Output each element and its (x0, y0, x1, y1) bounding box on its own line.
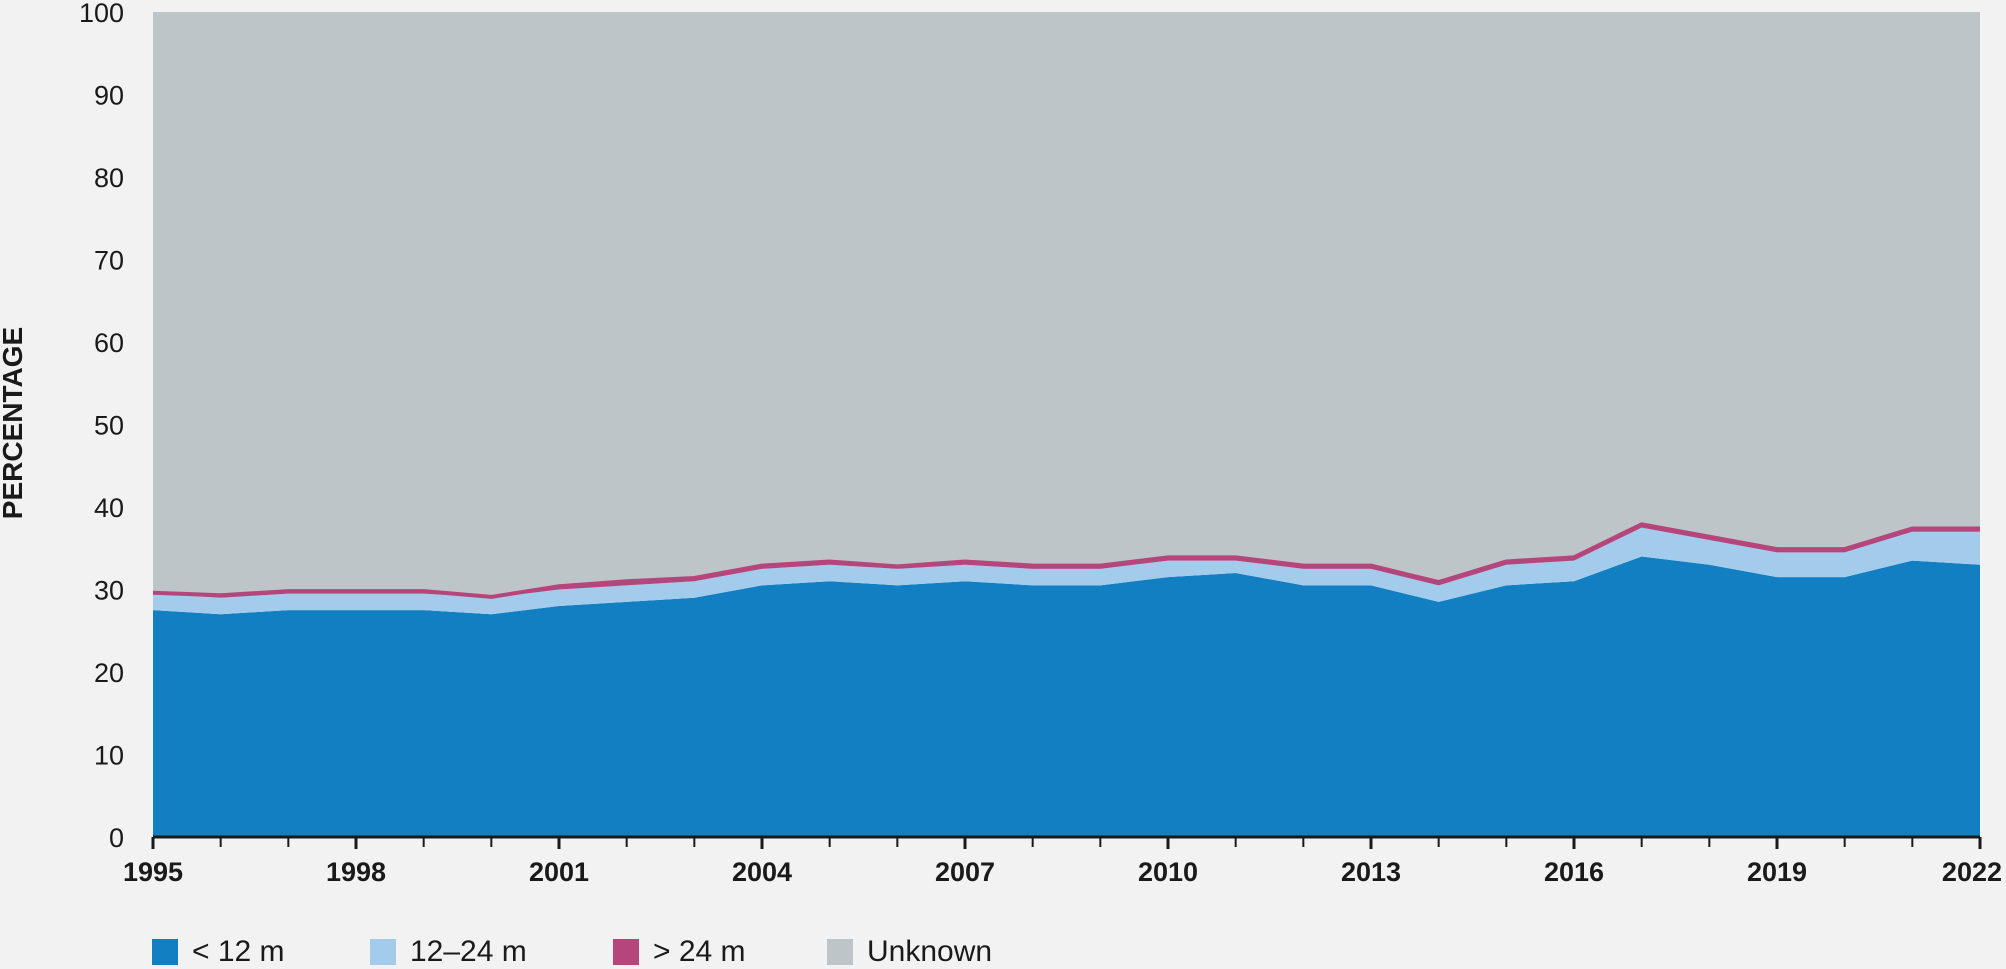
line-over-24m (152, 522, 1980, 599)
x-tick-label: 2001 (529, 857, 589, 887)
area-12-m (153, 556, 1980, 837)
y-tick-label: 60 (94, 328, 124, 358)
area-12-24-m (153, 527, 1980, 615)
legend-label: > 24 m (653, 935, 746, 968)
legend-label: 12–24 m (410, 935, 527, 968)
x-tick-label: 2004 (732, 857, 792, 887)
legend-label: < 12 m (192, 935, 285, 968)
series-areas (152, 12, 1980, 837)
y-tick-label: 20 (94, 658, 124, 688)
legend-label: Unknown (867, 935, 993, 968)
legend-item: Unknown (827, 935, 1027, 968)
legend-swatch (370, 939, 396, 965)
x-tick-label: 2007 (935, 857, 995, 887)
legend: < 12 m 12–24 m > 24 m Unknown (152, 935, 1027, 968)
y-tick-label: 70 (94, 246, 124, 276)
area-unknown (153, 12, 1980, 597)
y-tick-label: 10 (94, 741, 124, 771)
legend-item: 12–24 m (370, 935, 613, 968)
legend-item: > 24 m (613, 935, 827, 968)
x-tick-label: 2022 (1942, 857, 2002, 887)
legend-swatch (152, 939, 178, 965)
y-tick-label: 100 (79, 0, 124, 28)
x-tick-label: 1995 (123, 857, 183, 887)
x-axis: 1995 1998 2001 2004 2007 2010 2013 2016 2019 2022 (123, 835, 2002, 887)
y-tick-label: 30 (94, 576, 124, 606)
x-tick-label: 2010 (1138, 857, 1198, 887)
y-axis: 0 10 20 30 40 50 60 70 80 90 100 (79, 0, 124, 853)
legend-swatch (827, 939, 853, 965)
y-tick-label: 50 (94, 411, 124, 441)
x-tick-label: 2019 (1747, 857, 1807, 887)
legend-item: < 12 m (152, 935, 370, 968)
y-tick-label: 0 (109, 823, 124, 853)
legend-swatch (613, 939, 639, 965)
y-tick-label: 80 (94, 163, 124, 193)
x-tick-label: 2013 (1341, 857, 1401, 887)
x-tick-label: 2016 (1544, 857, 1604, 887)
y-axis-label: PERCENTAGE (0, 327, 28, 519)
y-tick-label: 40 (94, 493, 124, 523)
y-tick-label: 90 (94, 81, 124, 111)
x-tick-label: 1998 (326, 857, 386, 887)
